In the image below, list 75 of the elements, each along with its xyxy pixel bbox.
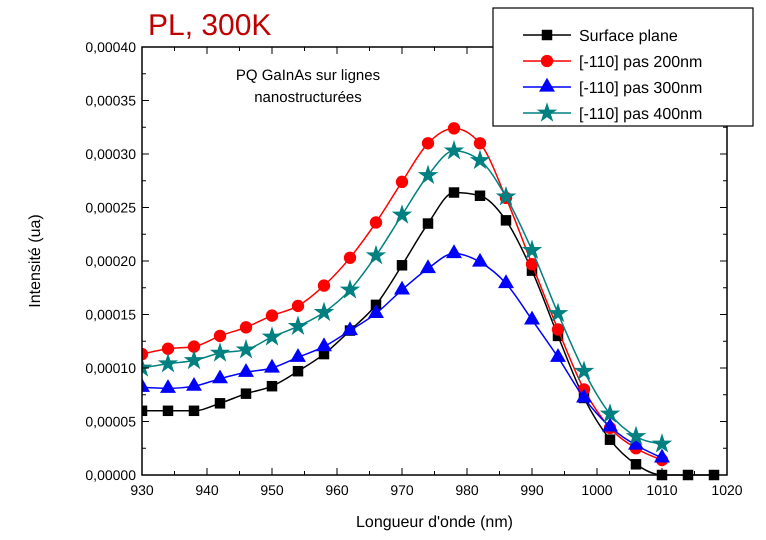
legend-label: Surface plane [579,28,678,45]
point [158,352,178,372]
point [262,326,282,346]
point [604,434,616,445]
point [418,164,438,184]
point [266,380,278,392]
y-tick-label: 0,00025 [85,200,136,216]
legend-label: [-110] pas 400nm [579,106,702,123]
x-tick-label: 940 [195,482,219,498]
point [240,321,252,334]
point [396,260,408,271]
point [552,323,564,336]
x-tick-label: 970 [390,482,414,498]
point [422,137,434,150]
point [496,186,516,206]
y-tick-label: 0,00035 [85,92,136,108]
x-tick-label: 1010 [646,482,678,498]
point [340,279,360,299]
x-tick-label: 950 [260,482,284,498]
legend-label: [-110] pas 200nm [579,54,702,71]
point [184,350,204,370]
point [318,279,330,292]
x-tick-label: 930 [130,482,154,498]
y-axis-title: Intensité (ua) [27,214,44,308]
point [500,215,512,226]
point [474,190,486,201]
point [548,302,568,322]
point [474,137,486,150]
point [526,258,538,270]
point [470,150,490,170]
y-tick-label: 0,00015 [85,306,136,322]
x-axis-title: Longueur d'onde (nm) [356,514,513,531]
point [448,187,460,198]
y-tick-label: 0,00010 [85,360,136,376]
x-tick-label: 960 [325,482,349,498]
y-tick-label: 0,00030 [85,146,136,162]
point [188,340,200,353]
point [600,403,620,423]
x-tick-label: 1020 [711,482,743,498]
x-tick-label: 980 [455,482,479,498]
point [292,300,304,312]
chart-title: PL, 300K [148,9,272,42]
y-tick-label: 0,00005 [85,414,136,430]
point [422,218,434,229]
point [444,140,464,160]
point [236,339,256,359]
y-tick-label: 0,00020 [85,253,136,269]
x-tick-label: 1000 [581,482,613,498]
point [214,398,226,409]
point [210,342,230,362]
y-tick-label: 0,00000 [85,467,136,483]
point [240,388,252,399]
point [314,302,334,322]
point [630,459,642,470]
point [392,204,412,224]
point [266,309,278,322]
x-tick-label: 990 [520,482,544,498]
point [188,406,200,416]
y-tick-label: 0,00040 [85,39,136,55]
point [574,360,594,380]
point [448,122,460,134]
point [370,216,382,229]
point [652,433,672,453]
point [366,244,386,264]
point [214,330,226,342]
point [292,366,304,376]
point [522,240,542,260]
legend-label: [-110] pas 300nm [579,80,702,97]
point [162,342,174,355]
point [344,252,356,264]
point [626,426,646,446]
point [288,316,308,335]
point [396,176,408,188]
point [162,406,174,416]
annotation: PQ GaInAs sur lignes nanostructurées [236,67,380,106]
